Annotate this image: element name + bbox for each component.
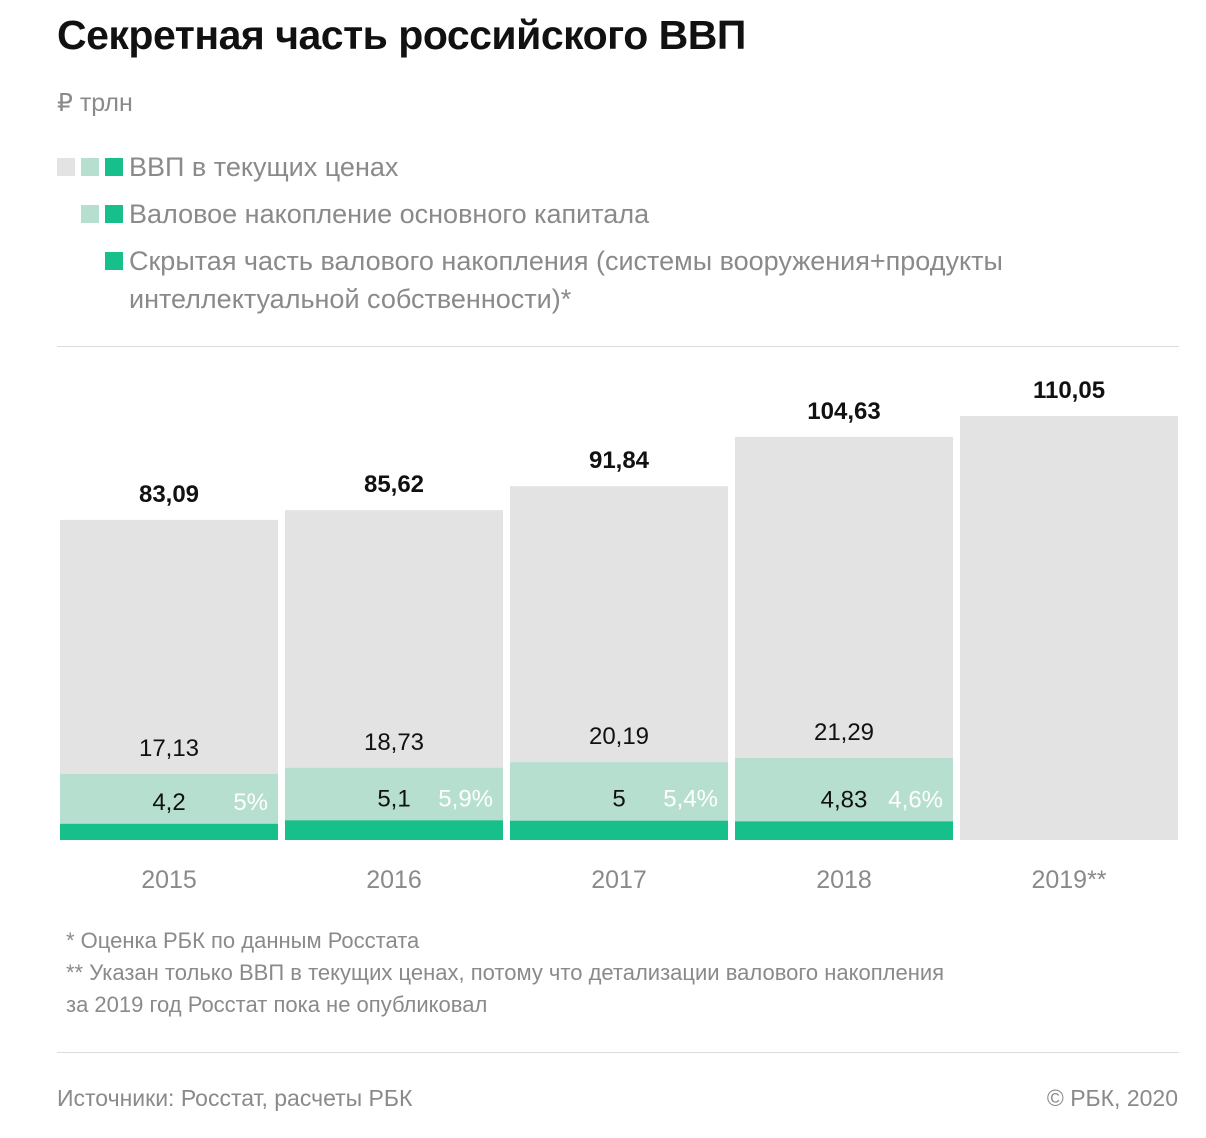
x-tick-label-2018: 2018 <box>816 866 872 894</box>
bar-gdp-2019** <box>960 416 1178 840</box>
legend-swatch-capital <box>81 158 99 176</box>
legend-label-hidden: Скрытая часть валового накопления (систе… <box>129 246 1003 314</box>
percent-label-2017: 5,4% <box>663 786 718 813</box>
copyright-text: © РБК, 2020 <box>1046 1085 1178 1111</box>
percent-label-2016: 5,9% <box>438 785 493 812</box>
legend-swatch-capital <box>81 205 99 223</box>
x-tick-label-2016: 2016 <box>366 866 422 894</box>
value-label-capital-2017: 20,19 <box>589 723 649 750</box>
footnote-2-line-1: ** Указан только ВВП в текущих ценах, по… <box>66 960 945 985</box>
value-label-capital-2015: 17,13 <box>139 735 199 762</box>
value-label-gdp-2016: 85,62 <box>364 471 424 498</box>
chart-title: Секретная часть российского ВВП <box>57 12 746 58</box>
value-label-gdp-2015: 83,09 <box>139 481 199 508</box>
source-text: Источники: Росстат, расчеты РБК <box>57 1085 413 1111</box>
legend-swatch-hidden <box>105 252 123 270</box>
value-label-hidden-2017: 5 <box>612 786 625 813</box>
percent-label-2015: 5% <box>233 789 268 816</box>
divider-top <box>57 346 1179 347</box>
bar-chart: 83,09 17,13 4,2 5% 2015 85,62 18,73 5,1 5,9% 2016… <box>60 377 1178 894</box>
bar-hidden-2016 <box>285 820 503 840</box>
percent-label-2018: 4,6% <box>888 786 943 813</box>
value-label-gdp-2019**: 110,05 <box>1033 377 1105 404</box>
footnote-2-line-2: за 2019 год Росстат пока не опубликовал <box>66 992 488 1017</box>
x-tick-label-2019**: 2019** <box>1031 866 1106 894</box>
value-label-hidden-2018: 4,83 <box>821 786 868 813</box>
legend-label-gdp: ВВП в текущих ценах <box>129 152 399 182</box>
value-label-capital-2018: 21,29 <box>814 719 874 746</box>
bar-hidden-2017 <box>510 820 728 840</box>
x-tick-label-2015: 2015 <box>141 866 197 894</box>
legend-label-capital: Валовое накопление основного капитала <box>129 199 650 229</box>
bar-hidden-2015 <box>60 823 278 840</box>
divider-bottom <box>57 1052 1179 1053</box>
legend-swatch-gdp <box>57 158 75 176</box>
legend-swatch-hidden <box>105 205 123 223</box>
bar-hidden-2018 <box>735 821 953 840</box>
value-label-gdp-2018: 104,63 <box>807 398 880 425</box>
footnote-1: * Оценка РБК по данным Росстата <box>66 928 420 953</box>
value-label-hidden-2015: 4,2 <box>152 789 185 816</box>
unit-label: ₽ трлн <box>57 89 133 117</box>
x-tick-label-2017: 2017 <box>591 866 647 894</box>
legend-swatch-hidden <box>105 158 123 176</box>
value-label-capital-2016: 18,73 <box>364 729 424 756</box>
value-label-hidden-2016: 5,1 <box>377 785 410 812</box>
value-label-gdp-2017: 91,84 <box>589 447 650 474</box>
